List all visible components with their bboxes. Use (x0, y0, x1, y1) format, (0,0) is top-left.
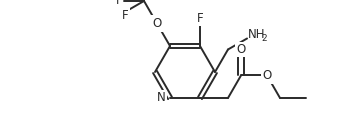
Text: 2: 2 (261, 34, 267, 43)
Text: F: F (122, 10, 129, 22)
Text: O: O (153, 17, 161, 30)
Text: O: O (262, 69, 272, 82)
Text: F: F (197, 11, 203, 25)
Text: O: O (236, 43, 246, 56)
Text: F: F (116, 0, 122, 7)
Text: NH: NH (248, 28, 266, 41)
Text: N: N (157, 91, 166, 104)
